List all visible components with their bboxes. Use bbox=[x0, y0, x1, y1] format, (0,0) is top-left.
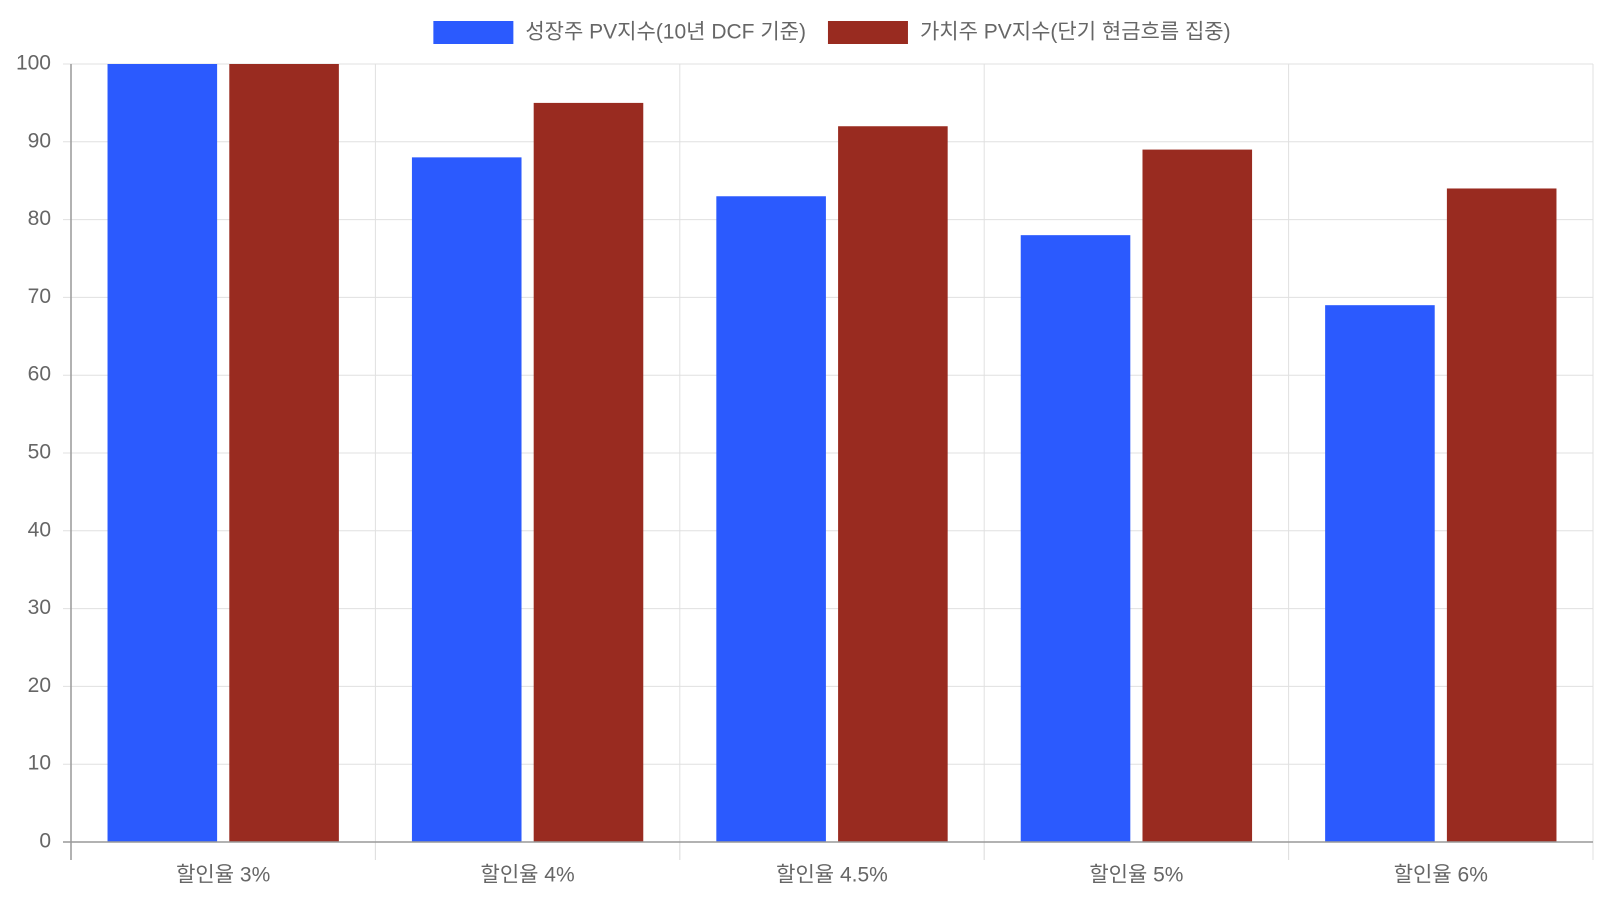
legend: 성장주 PV지수(10년 DCF 기준) 가치주 PV지수(단기 현금흐름 집중) bbox=[433, 21, 1231, 44]
x-tick-label: 할인율 4% bbox=[481, 864, 575, 887]
y-tick-label: 70 bbox=[28, 285, 51, 308]
y-tick-label: 20 bbox=[28, 674, 51, 697]
y-tick-label: 10 bbox=[28, 752, 51, 775]
bar bbox=[411, 157, 522, 843]
bar bbox=[1020, 235, 1131, 842]
y-tick-label: 90 bbox=[28, 129, 51, 152]
y-tick-label: 50 bbox=[28, 441, 51, 464]
legend-swatch bbox=[433, 21, 514, 44]
x-tick-label: 할인율 5% bbox=[1089, 864, 1183, 887]
bar bbox=[838, 126, 948, 843]
bar bbox=[1446, 188, 1557, 843]
y-tick-label: 0 bbox=[39, 830, 51, 853]
y-tick-label: 30 bbox=[28, 596, 51, 619]
legend-label: 가치주 PV지수(단기 현금흐름 집중) bbox=[920, 21, 1231, 44]
bar bbox=[533, 102, 644, 842]
legend-label: 성장주 PV지수(10년 DCF 기준) bbox=[525, 21, 806, 44]
legend-swatch bbox=[827, 21, 908, 44]
bar bbox=[1142, 149, 1253, 842]
x-tick-label: 할인율 3% bbox=[176, 864, 270, 887]
bar bbox=[1325, 305, 1435, 842]
x-tick-label: 할인율 4.5% bbox=[776, 864, 888, 887]
bar bbox=[107, 64, 218, 842]
y-tick-label: 40 bbox=[28, 518, 51, 541]
x-tick-label: 할인율 6% bbox=[1394, 864, 1488, 887]
y-tick-label: 100 bbox=[16, 52, 51, 75]
bar bbox=[229, 64, 339, 842]
y-tick-label: 60 bbox=[28, 363, 51, 386]
bar bbox=[716, 196, 826, 842]
y-tick-label: 80 bbox=[28, 207, 51, 230]
